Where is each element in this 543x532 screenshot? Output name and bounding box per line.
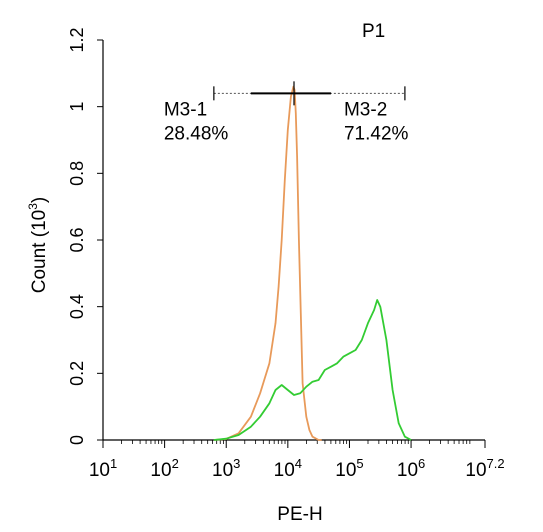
x-tick-base: 10: [397, 460, 418, 481]
y-tick-label: 0.2: [67, 361, 87, 386]
x-tick-label: 106: [397, 456, 425, 481]
x-tick-exponent: 7.2: [487, 456, 505, 471]
y-axis-label: Count (103): [26, 197, 50, 293]
y-tick-label: 0: [67, 435, 87, 445]
x-tick-exponent: 4: [295, 456, 302, 471]
x-tick-base: 10: [465, 460, 486, 481]
y-tick-label: 1: [67, 102, 87, 112]
y-axis-label-close: ): [29, 197, 50, 203]
y-axis-label-main: Count (10: [29, 210, 50, 293]
x-tick-base: 10: [150, 460, 171, 481]
x-tick-exponent: 2: [172, 456, 179, 471]
series-layer: [213, 85, 412, 441]
x-tick-base: 10: [274, 460, 295, 481]
x-tick-label: 105: [335, 456, 363, 481]
y-tick-label: 1.2: [67, 27, 87, 52]
x-tick-label: 102: [150, 456, 178, 481]
marker-gates: M3-1 28.48% M3-2 71.42%: [164, 81, 409, 144]
x-tick-label: 107.2: [465, 456, 504, 481]
gate-percent-label: 28.48%: [164, 123, 229, 144]
x-tick-label: 103: [212, 456, 240, 481]
x-tick-base: 10: [89, 460, 110, 481]
y-tick-label: 0.6: [67, 227, 87, 252]
x-tick-label: 101: [89, 456, 117, 481]
x-tick-base: 10: [335, 460, 356, 481]
y-axis-label-exponent: 3: [26, 203, 40, 210]
series-line-2: [213, 299, 412, 441]
x-tick-exponent: 1: [110, 456, 117, 471]
x-tick-label: 104: [274, 456, 302, 481]
chart-title: P1: [362, 21, 385, 42]
y-tick-label: 0.8: [67, 161, 87, 186]
x-tick-exponent: 6: [418, 456, 425, 471]
series-line-1: [213, 85, 322, 441]
gate-name-label: M3-1: [164, 99, 207, 120]
x-tick-exponent: 3: [233, 456, 240, 471]
y-tick-label: 0.4: [67, 294, 87, 319]
gate-percent-label: 71.42%: [344, 123, 409, 144]
x-axis-label: PE-H: [277, 504, 322, 525]
x-tick-base: 10: [212, 460, 233, 481]
x-tick-exponent: 5: [356, 456, 363, 471]
svg-text:Count (103): Count (103): [26, 197, 50, 293]
gate-name-label: M3-2: [344, 99, 387, 120]
